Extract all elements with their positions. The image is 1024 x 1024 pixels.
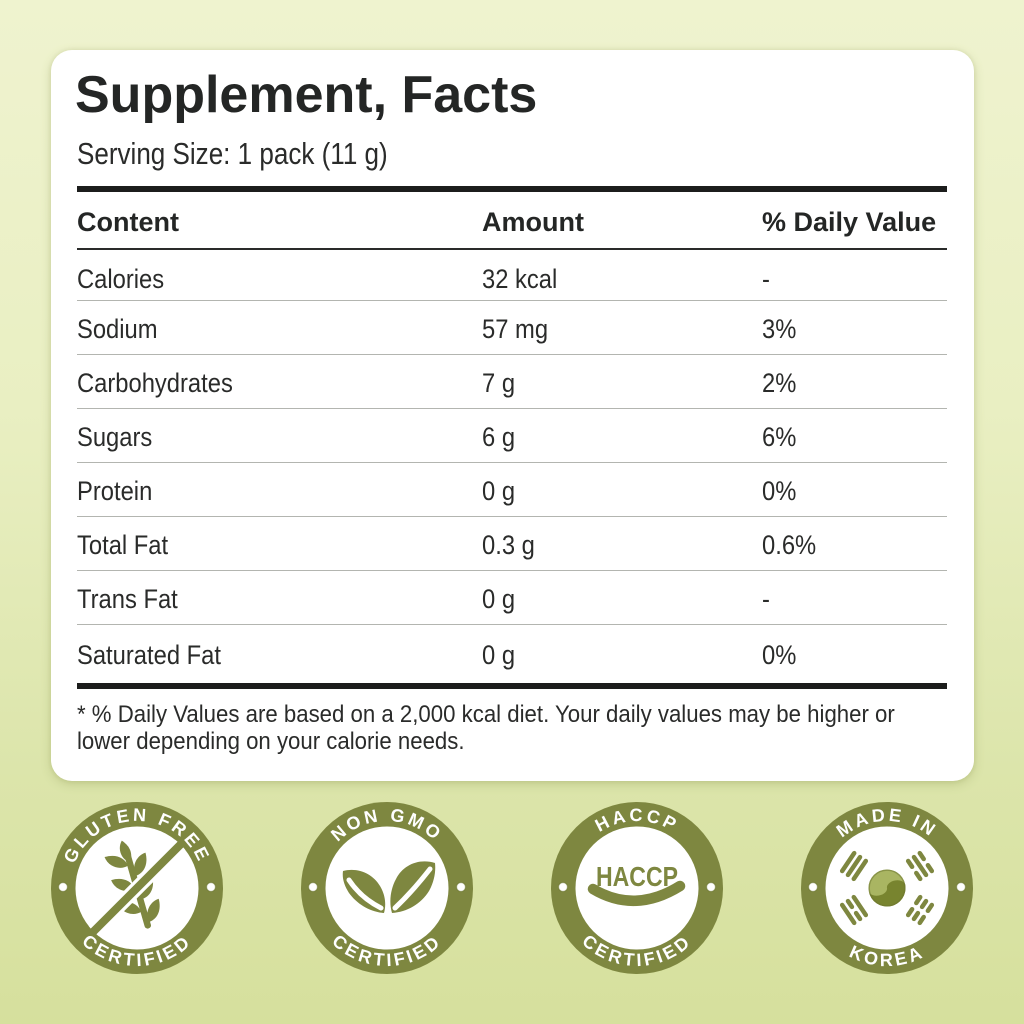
svg-text:HACCP: HACCP bbox=[596, 861, 678, 892]
